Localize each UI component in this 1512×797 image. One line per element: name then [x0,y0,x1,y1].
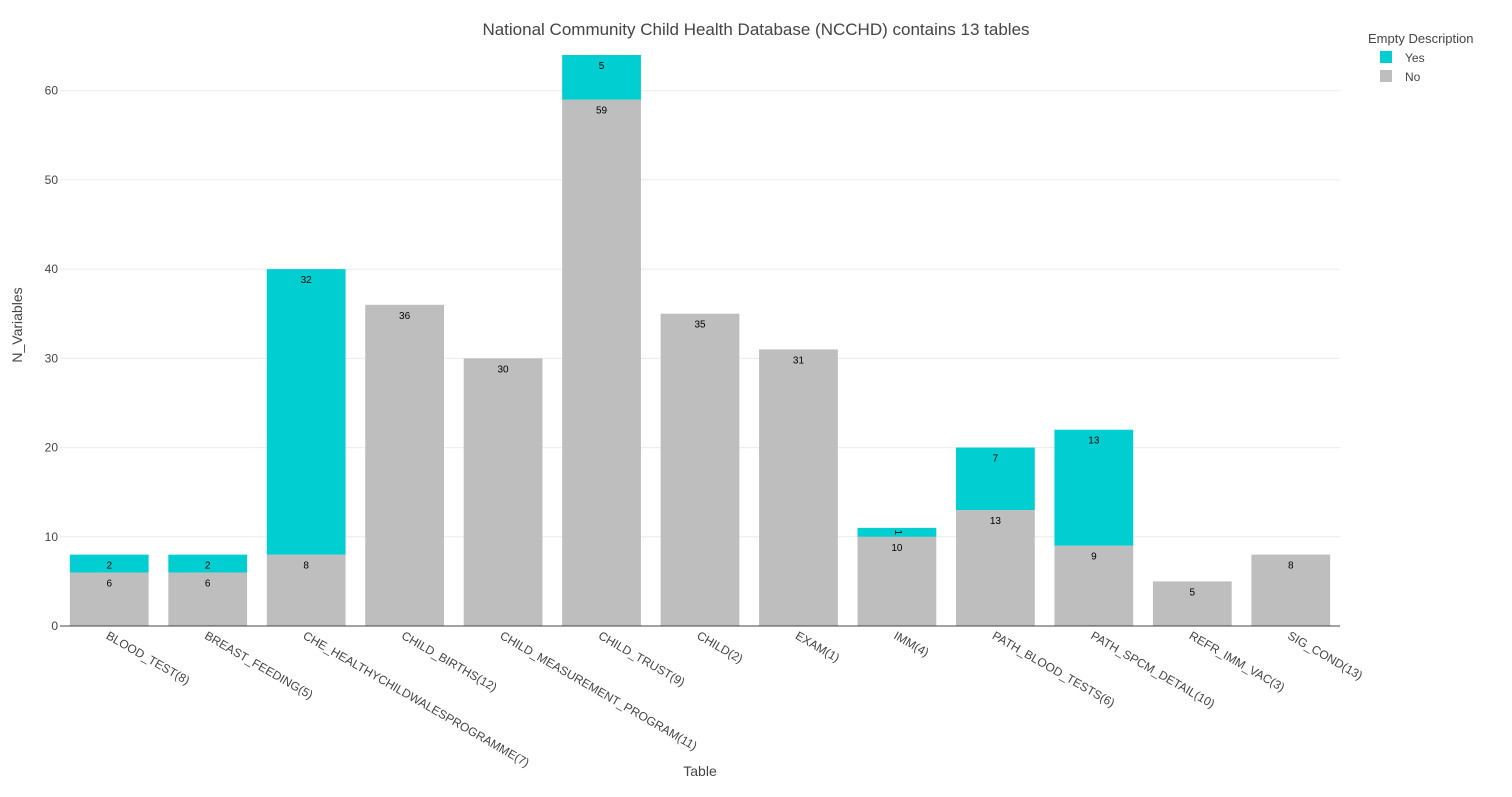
data-label: 31 [793,355,805,366]
bar-no [365,304,444,626]
data-label: 5 [1190,587,1196,598]
data-label: 8 [1288,561,1294,572]
bar-yes [857,527,937,537]
y-tick-label: 0 [51,619,58,633]
y-tick-label: 30 [45,351,59,365]
bar-no [168,572,248,626]
bar-no [660,313,740,626]
data-label: 59 [596,106,608,117]
bar-yes [168,554,248,573]
legend-label-yes: Yes [1405,51,1425,65]
chart-title: National Community Child Health Database… [482,20,1029,39]
bar-no [1251,554,1331,626]
data-label: 1 [892,530,903,536]
bar-no [1152,581,1232,626]
bar-no [956,510,1035,626]
bar-no [857,536,937,626]
y-tick-label: 50 [45,173,59,187]
bar-no [562,99,641,626]
x-tick-label: BLOOD_TEST(8) [104,628,192,687]
x-tick-label: IMM(4) [891,628,931,659]
y-tick-label: 40 [45,262,59,276]
bar-yes [1054,429,1134,546]
legend-label-no: No [1405,70,1421,84]
data-label: 9 [1091,552,1097,563]
bar-no [463,358,543,626]
bar-no [1054,545,1134,626]
data-label: 5 [599,61,605,72]
data-label: 10 [891,543,903,554]
legend-swatch-yes [1380,51,1392,63]
legend-title: Empty Description [1368,31,1473,46]
data-label: 7 [993,454,999,465]
data-label: 30 [498,364,510,375]
bar-no [266,554,346,626]
bar-no [759,349,838,626]
data-label: 13 [1088,436,1100,447]
data-label: 6 [205,578,211,589]
x-tick-label: CHILD_TRUST(9) [596,628,687,689]
data-label: 6 [106,578,112,589]
bar-yes [562,55,641,100]
x-tick-label: EXAM(1) [793,628,842,664]
x-tick-label: SIG_COND(13) [1285,628,1365,682]
legend-swatch-no [1380,70,1392,82]
x-tick-label: REFR_IMM_VAC(3) [1187,628,1287,694]
y-tick-label: 10 [45,530,59,544]
x-tick-label: CHILD(2) [695,628,746,665]
x-tick-label: CHILD_BIRTHS(12) [399,628,499,694]
x-axis-title: Table [683,763,717,779]
bars [69,55,1331,626]
bar-yes [266,269,346,555]
data-label: 32 [301,275,313,286]
bar-yes [956,447,1035,511]
y-tick-label: 60 [45,84,59,98]
data-label: 2 [205,561,211,572]
x-tick-label: CHILD_MEASUREMENT_PROGRAM(11) [498,628,700,753]
data-label: 13 [990,516,1002,527]
data-label: 35 [694,320,706,331]
y-tick-label: 20 [45,441,59,455]
y-axis-title: N_Variables [9,287,25,362]
data-label: 8 [303,561,309,572]
x-tick-label: BREAST_FEEDING(5) [202,628,315,701]
data-label: 36 [399,311,411,322]
legend: Empty Description Yes No [1368,31,1473,84]
data-label: 2 [106,561,112,572]
bar-yes [69,554,149,573]
bar-no [69,572,149,626]
